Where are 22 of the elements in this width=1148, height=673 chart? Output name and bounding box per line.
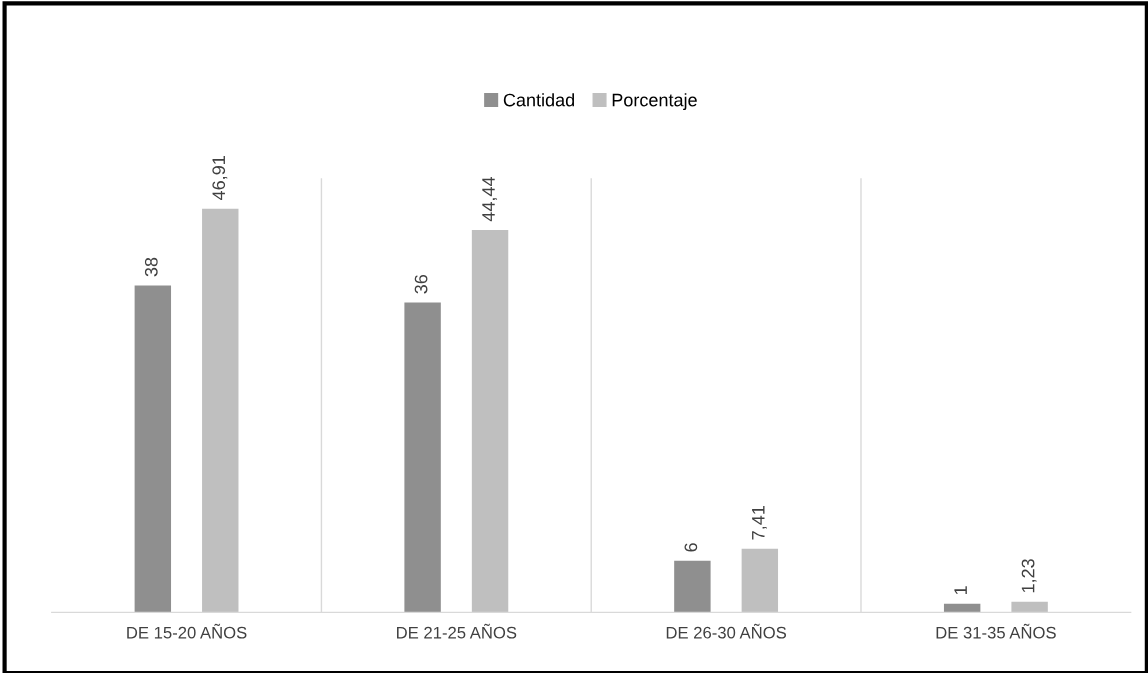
data-label: 44,44 — [482, 177, 498, 222]
bar — [202, 208, 239, 613]
bar — [134, 285, 172, 613]
x-tick-label: DE 21-25 AÑOS — [397, 623, 517, 639]
data-label: 38 — [144, 257, 158, 277]
data-label: 7,41 — [752, 506, 767, 540]
data-label: 1 — [954, 586, 967, 595]
x-tick-label: DE 15-20 AÑOS — [127, 623, 247, 639]
data-label: 46,91 — [212, 156, 228, 200]
data-label: 1,23 — [1021, 559, 1037, 593]
data-label: 36 — [414, 275, 428, 294]
x-tick-label: DE 31-35 AÑOS — [936, 623, 1056, 639]
bar — [674, 560, 711, 613]
x-tick-label: DE 26-30 AÑOS — [666, 623, 787, 639]
bar — [741, 548, 779, 613]
bar — [943, 603, 981, 613]
bar — [404, 302, 441, 613]
bar — [1011, 601, 1048, 613]
legend-label: Porcentaje — [612, 93, 697, 110]
legend-label: Cantidad — [503, 93, 575, 107]
data-label: 6 — [684, 543, 698, 552]
bar — [471, 229, 509, 613]
